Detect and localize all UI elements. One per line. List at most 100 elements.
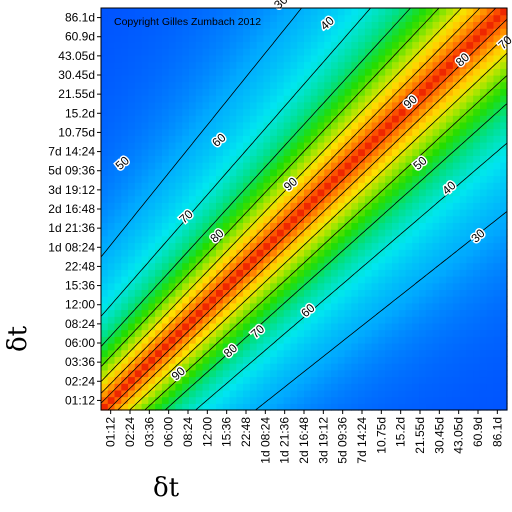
heatmap-cell bbox=[351, 356, 359, 364]
heatmap-cell bbox=[222, 195, 231, 203]
heatmap-cell bbox=[486, 195, 495, 203]
heatmap-cell bbox=[493, 229, 501, 237]
heatmap-cell bbox=[446, 54, 454, 63]
heatmap-cell bbox=[202, 222, 210, 230]
heatmap-cell bbox=[229, 302, 237, 311]
heatmap-cell bbox=[236, 276, 244, 284]
heatmap-cell bbox=[371, 296, 380, 304]
heatmap-cell bbox=[155, 195, 163, 203]
heatmap-cell bbox=[317, 282, 325, 290]
heatmap-cell bbox=[161, 369, 170, 378]
heatmap-cell bbox=[358, 222, 366, 230]
heatmap-cell bbox=[121, 329, 129, 337]
heatmap-cell bbox=[324, 115, 332, 123]
heatmap-cell bbox=[473, 262, 481, 270]
heatmap-cell bbox=[432, 269, 440, 277]
heatmap-cell bbox=[256, 128, 264, 136]
heatmap-cell bbox=[141, 148, 149, 156]
heatmap-cell bbox=[344, 101, 352, 110]
heatmap-cell bbox=[270, 309, 278, 317]
heatmap-cell bbox=[148, 162, 156, 170]
heatmap-cell bbox=[439, 195, 447, 203]
heatmap-cell bbox=[398, 155, 407, 163]
heatmap-cell bbox=[405, 242, 413, 250]
heatmap-cell bbox=[182, 61, 190, 69]
heatmap-cell bbox=[249, 75, 258, 83]
heatmap-cell bbox=[331, 162, 339, 170]
heatmap-cell bbox=[459, 28, 467, 36]
heatmap-cell bbox=[263, 376, 271, 384]
heatmap-cell bbox=[134, 202, 143, 210]
heatmap-cell bbox=[432, 148, 440, 156]
heatmap-cell bbox=[371, 282, 380, 290]
heatmap-cell bbox=[439, 121, 447, 130]
heatmap-cell bbox=[283, 389, 292, 398]
heatmap-cell bbox=[419, 276, 427, 284]
heatmap-cell bbox=[114, 389, 122, 398]
heatmap-cell bbox=[141, 142, 149, 150]
heatmap-cell bbox=[209, 195, 217, 203]
heatmap-cell bbox=[371, 235, 380, 244]
heatmap-cell bbox=[324, 48, 332, 56]
heatmap-cell bbox=[304, 329, 312, 337]
heatmap-cell bbox=[155, 235, 163, 244]
heatmap-cell bbox=[331, 202, 339, 210]
heatmap-cell bbox=[222, 282, 231, 290]
heatmap-cell bbox=[304, 316, 312, 324]
x-tick-label: 03:36 bbox=[142, 417, 156, 447]
heatmap-cell bbox=[344, 282, 352, 290]
heatmap-cell bbox=[391, 309, 400, 317]
heatmap-cell bbox=[249, 383, 258, 391]
heatmap-cell bbox=[283, 14, 292, 22]
heatmap-cell bbox=[452, 376, 461, 384]
heatmap-cell bbox=[216, 68, 224, 76]
heatmap-cell bbox=[317, 235, 325, 244]
heatmap-cell bbox=[317, 168, 325, 177]
heatmap-cell bbox=[182, 182, 190, 190]
heatmap-cell bbox=[405, 269, 413, 277]
x-tick-label: 22:48 bbox=[239, 417, 253, 447]
heatmap-cell bbox=[479, 168, 488, 177]
heatmap-cell bbox=[378, 349, 386, 357]
heatmap-cell bbox=[310, 75, 319, 83]
heatmap-cell bbox=[331, 108, 339, 116]
heatmap-cell bbox=[128, 276, 136, 284]
heatmap-cell bbox=[452, 329, 461, 337]
heatmap-cell bbox=[391, 175, 400, 183]
heatmap-cell bbox=[202, 142, 210, 150]
heatmap-cell bbox=[141, 108, 149, 116]
heatmap-cell bbox=[209, 128, 217, 136]
heatmap-cell bbox=[378, 369, 386, 378]
heatmap-cell bbox=[128, 41, 136, 49]
heatmap-cell bbox=[222, 188, 231, 197]
heatmap-cell bbox=[479, 108, 488, 116]
heatmap-cell bbox=[263, 61, 271, 69]
heatmap-cell bbox=[466, 383, 474, 391]
heatmap-cell bbox=[358, 8, 366, 16]
heatmap-cell bbox=[209, 235, 217, 244]
heatmap-cell bbox=[148, 168, 156, 177]
heatmap-cell bbox=[452, 255, 461, 264]
heatmap-cell bbox=[195, 195, 204, 203]
heatmap-cell bbox=[141, 383, 149, 391]
heatmap-cell bbox=[391, 269, 400, 277]
heatmap-cell bbox=[459, 316, 467, 324]
heatmap-cell bbox=[391, 95, 400, 103]
heatmap-cell bbox=[439, 363, 447, 371]
heatmap-cell bbox=[155, 329, 163, 337]
heatmap-cell bbox=[493, 235, 501, 244]
heatmap-cell bbox=[344, 329, 352, 337]
heatmap-cell bbox=[114, 249, 122, 257]
heatmap-cell bbox=[290, 309, 298, 317]
heatmap-cell bbox=[202, 188, 210, 197]
heatmap-cell bbox=[175, 48, 183, 56]
heatmap-cell bbox=[358, 61, 366, 69]
x-axis-ticks: 01:12 02:24 03:36 06:00 08:24 12:00 15:36 22:48… bbox=[104, 410, 504, 464]
heatmap-cell bbox=[358, 363, 366, 371]
heatmap-cell bbox=[195, 21, 204, 29]
heatmap-cell bbox=[459, 282, 467, 290]
heatmap-cell bbox=[344, 108, 352, 116]
heatmap-cell bbox=[466, 68, 474, 76]
heatmap-cell bbox=[222, 316, 231, 324]
heatmap-cell bbox=[249, 349, 258, 357]
